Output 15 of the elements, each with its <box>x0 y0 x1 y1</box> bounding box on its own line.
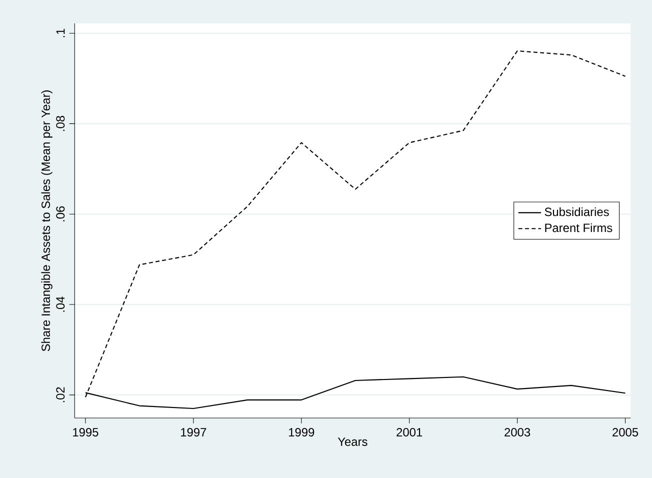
x-tick-label: 1997 <box>181 428 206 436</box>
y-tick-label: .1 <box>56 28 65 38</box>
y-tick-label: .08 <box>56 116 65 131</box>
x-tick-label: 2001 <box>396 428 422 436</box>
y-axis-title: Share Intangible Assets to Sales (Mean per Year) <box>41 90 52 352</box>
y-tick-label: .02 <box>56 387 65 402</box>
y-tick-label: .06 <box>56 206 65 222</box>
legend-label: Subsidiaries <box>544 207 609 216</box>
y-tick-label: .04 <box>56 296 65 312</box>
x-tick-label: 2003 <box>504 428 530 436</box>
x-axis-title: Years <box>338 438 368 446</box>
x-tick-label: 1995 <box>73 428 98 436</box>
x-tick-label: 2005 <box>612 428 638 436</box>
legend-label: Parent Firms <box>545 223 612 232</box>
x-tick-label: 1999 <box>289 428 314 436</box>
